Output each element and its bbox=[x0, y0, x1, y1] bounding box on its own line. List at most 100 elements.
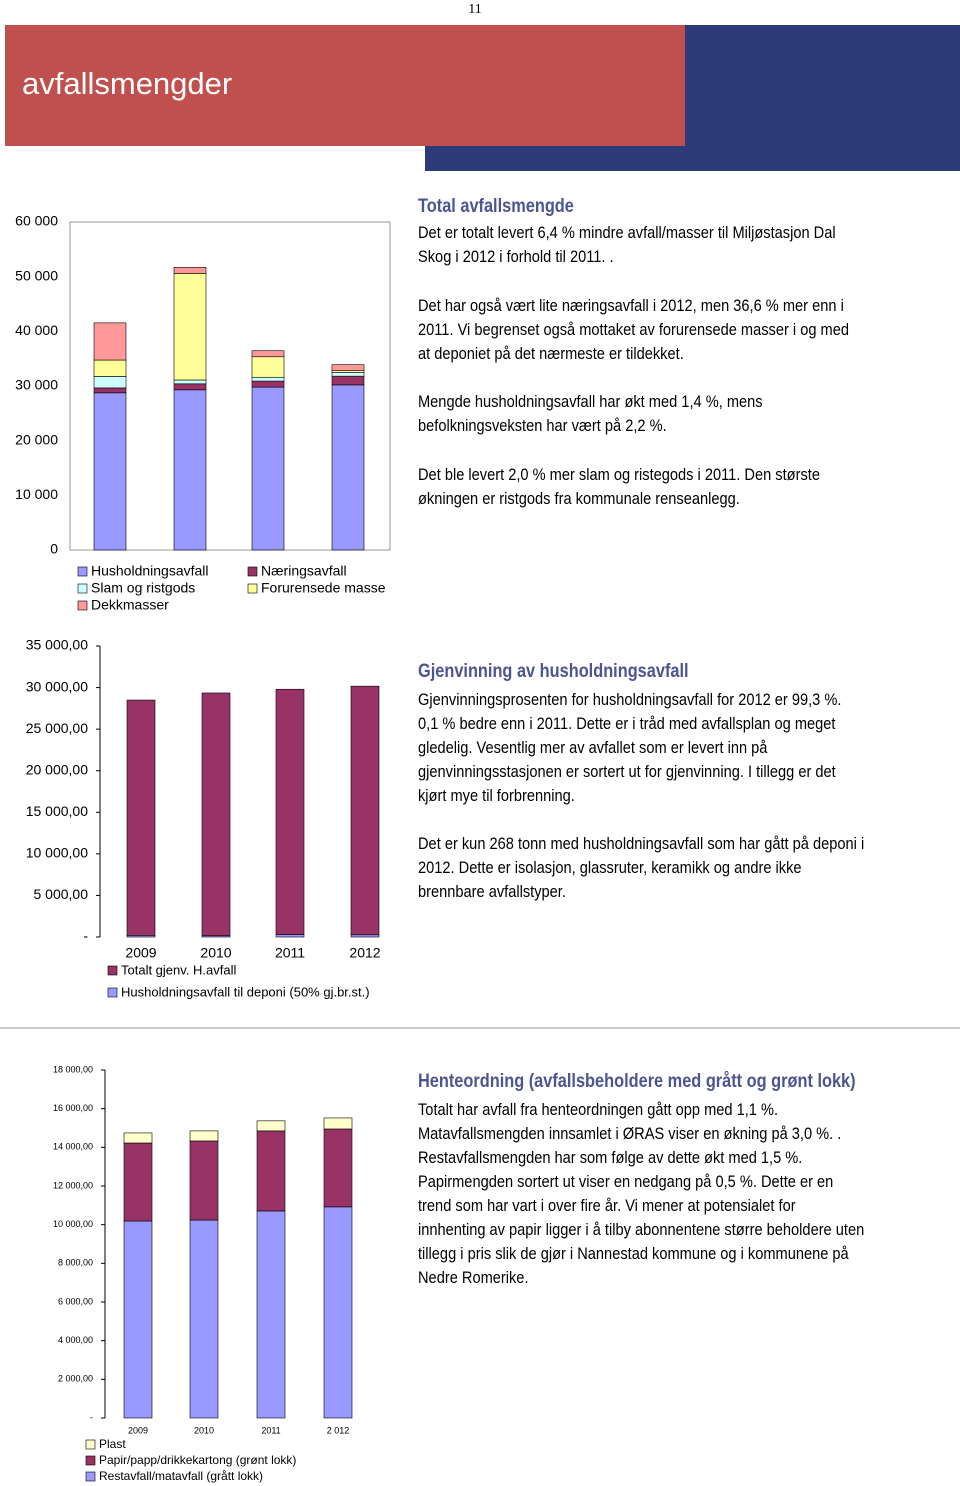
y-tick-label: 50 000 bbox=[15, 267, 58, 283]
y-tick-label: 60 000 bbox=[15, 213, 58, 229]
legend-swatch bbox=[247, 583, 258, 594]
bar-segment bbox=[93, 322, 127, 361]
bar-segment bbox=[93, 392, 127, 551]
legend-swatch bbox=[107, 965, 118, 976]
paragraph-line: tillegg i pris slik de gjør i Nannestad … bbox=[418, 1244, 849, 1263]
bar-segment bbox=[350, 685, 380, 936]
paragraph-line: Det har også vært lite næringsavfall i 2… bbox=[418, 296, 844, 315]
y-tick-label: 16 000,00 bbox=[53, 1103, 93, 1113]
y-tick-label: 6 000,00 bbox=[58, 1296, 93, 1306]
legend-label: Dekkmasser bbox=[91, 597, 169, 613]
paragraph-line: gjenvinningsstasjonen er sortert ut for … bbox=[418, 762, 836, 781]
paragraph-line: Skog i 2012 i forhold til 2011. . bbox=[418, 247, 614, 266]
bar-segment bbox=[189, 1140, 219, 1221]
paragraph-line: Det er kun 268 tonn med husholdningsavfa… bbox=[418, 834, 865, 853]
legend-swatch bbox=[85, 1455, 96, 1466]
paragraph-line: Mengde husholdningsavfall har økt med 1,… bbox=[418, 392, 763, 411]
bar-segment bbox=[251, 380, 285, 388]
bar-segment bbox=[275, 688, 305, 935]
legend-label: Husholdningsavfall til deponi (50% gj.br… bbox=[121, 984, 370, 999]
x-tick-label: 2010 bbox=[200, 945, 231, 961]
y-tick-label: 10 000,00 bbox=[53, 1219, 93, 1229]
section-heading: Gjenvinning av husholdningsavfall bbox=[418, 661, 689, 682]
paragraph-line: gledelig. Vesentlig mer av avfallet som … bbox=[418, 738, 768, 757]
paragraph-line: Matavfallsmengden innsamlet i ØRAS viser… bbox=[418, 1124, 842, 1143]
x-tick-label: 2010 bbox=[194, 1425, 214, 1435]
y-tick-label: 20 000,00 bbox=[26, 761, 88, 777]
x-tick-label: 2009 bbox=[128, 1425, 148, 1435]
x-tick-label: 2009 bbox=[125, 945, 156, 961]
legend-label: Totalt gjenv. H.avfall bbox=[121, 962, 236, 977]
bar-segment bbox=[350, 934, 380, 938]
legend-label: Næringsavfall bbox=[261, 563, 347, 579]
bar-segment bbox=[189, 1219, 219, 1419]
paragraph-line: kjørt mye til forbrenning. bbox=[418, 786, 575, 805]
paragraph-line: Det ble levert 2,0 % mer slam og ristego… bbox=[418, 465, 820, 484]
y-tick-label: 10 000,00 bbox=[26, 845, 88, 861]
paragraph-line: Papirmengden sortert ut viser en nedgang… bbox=[418, 1172, 834, 1191]
paragraph-line: brennbare avfallstyper. bbox=[418, 882, 566, 901]
bar-segment bbox=[126, 699, 156, 936]
bar-segment bbox=[331, 372, 365, 377]
y-tick-label: 30 000,00 bbox=[26, 678, 88, 694]
y-tick-label: 12 000,00 bbox=[53, 1180, 93, 1190]
bar-segment bbox=[331, 375, 365, 386]
bar-segment bbox=[123, 1132, 153, 1144]
bar-segment bbox=[251, 350, 285, 358]
bar-segment bbox=[173, 389, 207, 551]
bar-segment bbox=[201, 692, 231, 937]
bar-segment bbox=[256, 1130, 286, 1212]
bar-segment bbox=[331, 364, 365, 371]
y-tick-label: 14 000,00 bbox=[53, 1142, 93, 1152]
y-tick-label: - bbox=[83, 928, 88, 944]
plot-frame bbox=[69, 221, 391, 551]
y-tick-label: 0 bbox=[50, 541, 58, 557]
page-title: avfallsmengder bbox=[22, 66, 232, 101]
y-tick-label: 40 000 bbox=[15, 322, 58, 338]
bar-segment bbox=[251, 376, 285, 382]
legend-swatch bbox=[247, 566, 258, 577]
bar-segment bbox=[123, 1142, 153, 1222]
legend-label: Restavfall/matavfall (grått lokk) bbox=[99, 1469, 263, 1483]
legend-label: Forurensede masse bbox=[261, 580, 386, 596]
legend-label: Papir/papp/drikkekartong (grønt lokk) bbox=[99, 1453, 296, 1467]
bar-segment bbox=[331, 384, 365, 551]
legend-label: Plast bbox=[99, 1437, 126, 1451]
x-tick-label: 2012 bbox=[349, 945, 380, 961]
y-tick-label: 25 000,00 bbox=[26, 720, 88, 736]
bar-segment bbox=[173, 273, 207, 381]
paragraph-line: trend som har vart i over fire år. Vi me… bbox=[418, 1196, 796, 1215]
paragraph-line: at deponiet på det nærmeste er tildekket… bbox=[418, 344, 684, 363]
legend-swatch bbox=[85, 1439, 96, 1450]
paragraph-line: Det er totalt levert 6,4 % mindre avfall… bbox=[418, 223, 836, 242]
y-tick-label: 35 000,00 bbox=[26, 637, 88, 653]
paragraph-line: Nedre Romerike. bbox=[418, 1268, 529, 1287]
paragraph-line: 2012. Dette er isolasjon, glassruter, ke… bbox=[418, 858, 802, 877]
x-tick-label: 2 012 bbox=[327, 1425, 350, 1435]
bar-segment bbox=[251, 386, 285, 551]
y-tick-label: 8 000,00 bbox=[58, 1258, 93, 1268]
paragraph-line: Restavfallsmengden har som følge av dett… bbox=[418, 1148, 803, 1167]
y-tick-label: 2 000,00 bbox=[58, 1374, 93, 1384]
bar-segment bbox=[93, 359, 127, 377]
x-tick-label: 2011 bbox=[275, 945, 305, 961]
legend-label: Husholdningsavfall bbox=[91, 563, 209, 579]
bar-segment bbox=[275, 934, 305, 938]
y-tick-label: 15 000,00 bbox=[26, 803, 88, 819]
paragraph-line: innhenting av papir ligger i å tilby abo… bbox=[418, 1220, 865, 1239]
legend-swatch bbox=[77, 600, 88, 611]
legend-label: Slam og ristgods bbox=[91, 580, 195, 596]
bar-segment bbox=[323, 1128, 353, 1208]
bar-segment bbox=[173, 383, 207, 391]
y-tick-label: - bbox=[90, 1412, 93, 1422]
bar-segment bbox=[93, 387, 127, 394]
paragraph-line: befolkningsveksten har vært på 2,2 %. bbox=[418, 416, 667, 435]
bar-segment bbox=[323, 1206, 353, 1419]
section-heading: Total avfallsmengde bbox=[418, 196, 574, 217]
bar-segment bbox=[323, 1117, 353, 1130]
y-tick-label: 10 000 bbox=[15, 486, 58, 502]
bar-segment bbox=[251, 356, 285, 378]
y-tick-label: 4 000,00 bbox=[58, 1335, 93, 1345]
legend-swatch bbox=[107, 987, 118, 998]
